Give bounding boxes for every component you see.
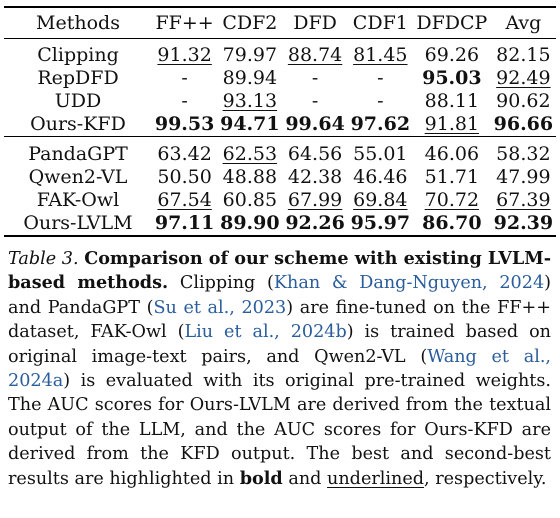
citation-link[interactable]: Liu et al., 2024b [184,322,347,343]
score-cell: 70.72 [424,189,480,211]
table-group-kfd: Clipping 91.32 79.97 88.74 81.45 69.26 82.15 Re… [4,39,556,137]
score-cell: 51.71 [424,166,480,188]
score-cell: 50.50 [157,166,212,188]
caption-text: ) and PandaGPT ( [8,273,552,318]
score-cell: 67.39 [496,189,551,211]
score-cell: 94.71 [220,113,280,135]
score-cell: - [181,67,188,89]
method-name-cell: Qwen2-VL [28,166,128,188]
table-row: Ours-KFD 99.53 94.71 99.64 97.62 91.81 96.66 [4,113,556,137]
score-cell: 99.64 [285,113,345,135]
score-cell: - [311,67,319,89]
score-cell: 95.03 [422,67,482,89]
score-cell: 60.85 [222,189,278,211]
method-name-cell: UDD [54,90,102,112]
score-cell: 81.45 [353,44,408,66]
table-row: FAK-Owl 67.54 60.85 67.99 69.84 70.72 67.39 [4,189,556,212]
score-cell: 46.46 [353,166,408,188]
score-cell: 47.99 [496,166,551,188]
column-header: CDF2 [222,11,278,34]
caption-text: and [282,468,328,489]
table-row: PandaGPT 63.42 62.53 64.56 55.01 46.06 58.32 [4,137,556,167]
score-cell: 89.94 [222,67,278,89]
score-cell: 88.11 [424,90,480,112]
score-cell: 92.39 [493,212,554,234]
score-cell: 91.81 [424,113,480,135]
table-caption: Table 3. Comparison of our scheme with e… [8,247,551,491]
caption-text: ) is trained based on original image-tex… [8,322,552,367]
table-row: RepDFD - 89.94 - - 95.03 92.49 [4,67,556,90]
column-header: CDF1 [352,11,408,34]
caption-text: ) are fine-tuned on the FF++ dataset, FA… [8,297,551,343]
score-cell: 96.66 [493,113,554,135]
method-name-cell: FAK-Owl [36,189,120,211]
score-cell: 55.01 [353,143,408,165]
score-cell: 90.62 [496,90,551,112]
score-cell: 93.13 [222,90,278,112]
score-cell: 97.62 [350,113,411,135]
score-cell: 89.90 [220,212,280,234]
score-cell: 64.56 [287,143,343,165]
score-cell: 95.97 [350,212,411,234]
score-cell: 67.54 [157,189,212,211]
caption-text: , respectively. [424,468,547,489]
results-table: Methods FF++ CDF2 DFD CDF1 DFDCP Avg Cli… [4,6,556,237]
score-cell: 82.15 [496,44,551,66]
caption-text: Clipping ( [179,273,274,294]
score-cell: 79.97 [222,44,278,66]
caption-title: Comparison of our scheme with existing L… [8,248,551,294]
score-cell: 62.53 [222,143,278,165]
table-row: Qwen2-VL 50.50 48.88 42.38 46.46 51.71 47.99 [4,166,556,189]
score-cell: 46.06 [424,143,480,165]
score-cell: 58.32 [496,143,551,165]
method-name-cell: PandaGPT [28,143,128,165]
score-cell: 86.70 [422,212,482,234]
table-row: UDD - 93.13 - - 88.11 90.62 [4,90,556,113]
method-name-cell: RepDFD [37,67,119,89]
score-cell: 48.88 [222,166,278,188]
caption-underlined-word: underlined [327,468,425,489]
score-cell: 69.26 [424,44,480,66]
score-cell: 92.26 [285,212,345,234]
score-cell: - [311,90,319,112]
table-row: Clipping 91.32 79.97 88.74 81.45 69.26 82.15 [4,39,556,68]
caption-bold-word: bold [239,467,283,489]
score-cell: 69.84 [353,189,408,211]
table-row: Ours-LVLM 97.11 89.90 92.26 95.97 86.70 92.39 [4,212,556,236]
score-cell: 92.49 [496,67,551,89]
caption-label: Table 3. [8,249,79,269]
method-name-cell: Ours-LVLM [23,212,133,234]
score-cell: - [377,90,384,112]
citation-link[interactable]: Wang et al., 2024a [8,346,552,392]
score-cell: 91.32 [157,44,212,66]
method-name-cell: Clipping [37,44,119,66]
score-cell: 67.99 [287,189,343,211]
score-cell: - [377,67,384,89]
citation-link[interactable]: Khan & Dang-Nguyen, 2024 [273,273,545,294]
score-cell: - [181,90,188,112]
column-header: Avg [505,11,542,34]
score-cell: 42.38 [287,166,343,188]
score-cell: 97.11 [154,212,215,234]
citation-link[interactable]: Su et al., 2023 [153,297,287,318]
table-group-lvlm: PandaGPT 63.42 62.53 64.56 55.01 46.06 58.32 Qw… [4,137,556,236]
header-row: Methods FF++ CDF2 DFD CDF1 DFDCP Avg [4,7,556,39]
score-cell: 63.42 [157,143,212,165]
caption-text: ) is evaluated with its original pre-tra… [8,371,551,489]
column-header: Methods [36,11,120,34]
column-header: FF++ [155,11,214,34]
method-name-cell: Ours-KFD [30,113,126,135]
column-header: DFD [293,11,337,34]
column-header: DFDCP [416,11,488,34]
score-cell: 99.53 [154,113,215,135]
score-cell: 88.74 [287,44,343,66]
